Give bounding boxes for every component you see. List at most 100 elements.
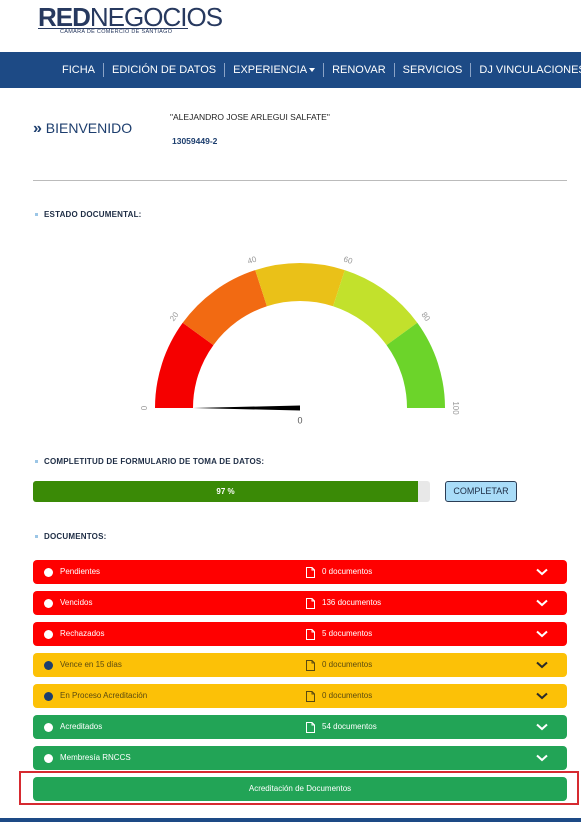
chevron-shape <box>536 630 548 638</box>
document-icon <box>306 691 315 702</box>
status-dot <box>44 661 53 670</box>
progress-label: 97 % <box>216 487 235 496</box>
nav-item-text: EXPERIENCIA <box>233 64 308 76</box>
document-row[interactable]: Vencidos 136 documentos <box>33 591 567 615</box>
nav-item-text: RENOVAR <box>332 64 386 76</box>
row-count: 0 documentos <box>322 567 373 576</box>
footer-line <box>0 818 581 822</box>
welcome: » BIENVENIDO <box>33 120 133 137</box>
user-id: 13059449-2 <box>172 136 218 146</box>
gauge-tick-label: 0 <box>140 405 149 410</box>
document-icon-shape <box>306 660 315 671</box>
row-count: 0 documentos <box>322 660 373 669</box>
chevron <box>536 754 548 762</box>
gauge-tick-label: 60 <box>342 255 354 266</box>
chevron <box>536 599 548 607</box>
chevron-shape <box>536 661 548 669</box>
nav-item[interactable]: RENOVAR <box>323 63 394 77</box>
section-label: ESTADO DOCUMENTAL: <box>44 210 142 219</box>
logo-line <box>38 28 188 29</box>
chevron-shape <box>536 723 548 731</box>
divider <box>33 180 567 181</box>
row-label: Vencidos <box>60 598 93 607</box>
document-icon <box>306 567 315 578</box>
chevron <box>536 692 548 700</box>
status-dot <box>44 723 53 732</box>
gauge-needle <box>193 405 300 411</box>
chevron <box>536 661 548 669</box>
row-label: Vence en 15 días <box>60 660 122 669</box>
document-icon-shape <box>306 722 315 733</box>
section-label: DOCUMENTOS: <box>44 532 107 541</box>
chevron-shape <box>536 568 548 576</box>
welcome-title: BIENVENIDO <box>45 120 133 136</box>
gauge: 0 20 40 60 80 100 0 <box>140 254 460 425</box>
nav-item[interactable]: DJ VINCULACIONES <box>470 63 581 77</box>
document-row[interactable]: Acreditados 54 documentos <box>33 715 567 739</box>
nav-item-text: SERVICIOS <box>402 64 463 76</box>
document-row[interactable]: Membresía RNCCS <box>33 746 567 770</box>
chevron-shape <box>536 599 548 607</box>
status-dot <box>44 568 53 577</box>
document-icon <box>306 660 315 671</box>
status-dot <box>44 630 53 639</box>
gauge-band <box>333 270 418 346</box>
nav-item[interactable]: EDICIÓN DE DATOS <box>103 63 224 77</box>
row-label: Pendientes <box>60 567 101 576</box>
chevron-shape <box>536 754 548 762</box>
document-icon-shape <box>306 691 315 702</box>
gauge-tick-label: 80 <box>419 310 432 323</box>
user-name: "ALEJANDRO JOSE ARLEGUI SALFATE" <box>170 112 330 122</box>
gauge-band <box>386 322 445 408</box>
document-icon <box>306 598 315 609</box>
chevron-shape <box>536 692 548 700</box>
row-label: Rechazados <box>60 629 105 638</box>
logo-bold: RED <box>38 2 91 32</box>
gauge-tick-label: 20 <box>168 310 181 323</box>
chevron <box>536 723 548 731</box>
row-count: 136 documentos <box>322 598 382 607</box>
gauge-tick-label: 40 <box>246 254 258 265</box>
nav-item-text: DJ VINCULACIONES <box>479 64 581 76</box>
document-icon-shape <box>306 598 315 609</box>
document-icon <box>306 629 315 640</box>
complete-button[interactable]: COMPLETAR <box>445 481 517 502</box>
logo[interactable]: REDNEGOCIOS <box>38 2 223 33</box>
section-label: COMPLETITUD DE FORMULARIO DE TOMA DE DAT… <box>44 457 265 466</box>
row-count: 0 documentos <box>322 691 373 700</box>
nav-item[interactable]: FICHA <box>54 63 103 77</box>
gauge-band <box>255 263 345 307</box>
row-label: Acreditados <box>60 722 103 731</box>
status-dot <box>44 754 53 763</box>
progress-track: 97 % <box>33 481 430 502</box>
document-row[interactable]: Rechazados 5 documentos <box>33 622 567 646</box>
gauge-tick-label: 100 <box>451 401 460 415</box>
caret <box>309 68 316 73</box>
gauge-band <box>155 322 214 408</box>
nav-item-text: FICHA <box>62 64 95 76</box>
chevron <box>536 568 548 576</box>
row-label: Membresía RNCCS <box>60 753 131 762</box>
logo-subtitle: CAMARA DE COMERCIO DE SANTIAGO <box>60 29 173 35</box>
document-row[interactable]: Pendientes 0 documentos <box>33 560 567 584</box>
progress-fill <box>33 481 419 502</box>
document-row[interactable]: En Proceso Acreditación 0 documentos <box>33 684 567 708</box>
accreditation-button[interactable]: Acreditación de Documentos <box>33 777 567 801</box>
logo-light: NEGOCIOS <box>89 2 223 32</box>
document-icon-shape <box>306 629 315 640</box>
nav-item[interactable]: SERVICIOS <box>393 63 471 77</box>
document-icon-shape <box>306 567 315 578</box>
row-label: En Proceso Acreditación <box>60 691 148 700</box>
document-row[interactable]: Vence en 15 días 0 documentos <box>33 653 567 677</box>
gauge-band <box>182 270 267 346</box>
nav-item[interactable]: EXPERIENCIA <box>224 63 323 77</box>
chevron <box>536 630 548 638</box>
nav-bar: FICHA EDICIÓN DE DATOS EXPERIENCIA RENOVAR S… <box>0 52 581 88</box>
status-dot <box>44 599 53 608</box>
row-count: 54 documentos <box>322 722 377 731</box>
gauge-value: 0 <box>297 415 302 425</box>
highlight-box <box>19 771 579 805</box>
row-count: 5 documentos <box>322 629 373 638</box>
